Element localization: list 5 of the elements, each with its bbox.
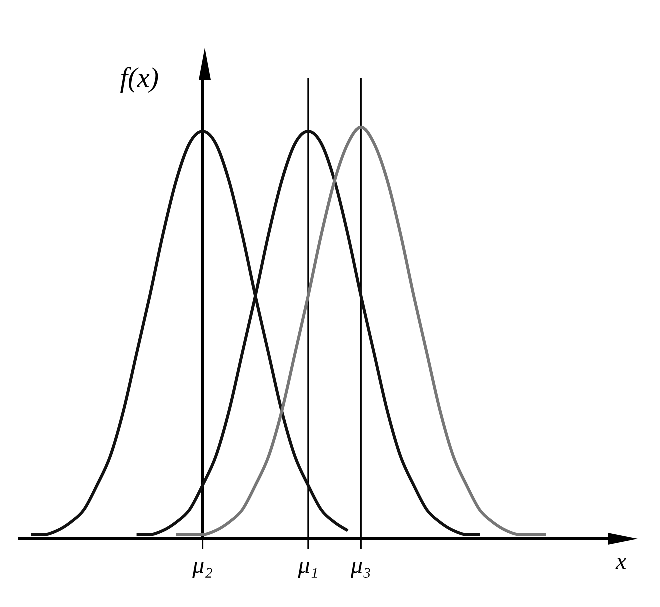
x-tick-label: μ₁ <box>297 553 319 579</box>
x-tick-label: μ₃ <box>350 553 372 579</box>
y-axis-title: f(x) <box>120 63 160 95</box>
x-tick-label: μ₂ <box>192 553 213 579</box>
x-axis-title: x <box>616 549 627 576</box>
